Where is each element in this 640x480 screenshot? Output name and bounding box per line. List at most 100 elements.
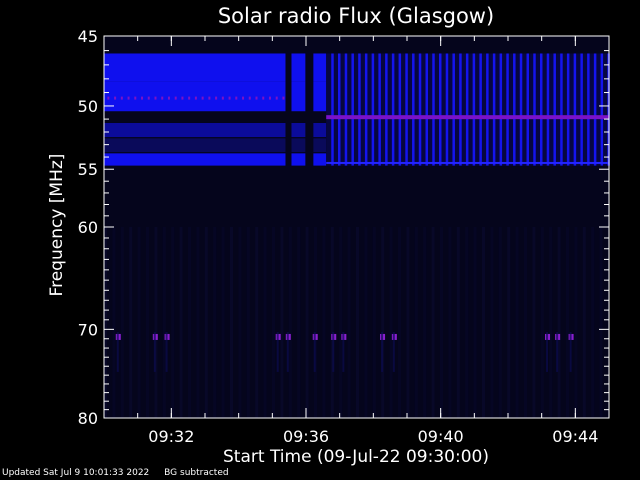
purple-dash xyxy=(242,96,245,100)
burst-line xyxy=(398,53,402,166)
x-tick-label: 09:44 xyxy=(552,427,598,446)
interference-band xyxy=(313,81,327,112)
burst-line xyxy=(344,53,348,166)
noise-stripe xyxy=(213,227,217,418)
purple-dash xyxy=(167,96,170,100)
noise-stripe xyxy=(339,227,343,418)
spike-shadow xyxy=(165,331,168,372)
noise-stripe xyxy=(582,227,586,418)
noise-stripe xyxy=(566,227,569,418)
purple-dash xyxy=(282,96,285,100)
noise-stripe xyxy=(431,227,435,418)
purple-dash xyxy=(161,96,164,100)
burst-line xyxy=(526,53,530,166)
spike-shadow xyxy=(313,331,316,372)
noise-stripe xyxy=(179,227,183,418)
purple-dash xyxy=(120,96,123,100)
burst-line xyxy=(546,53,550,166)
noise-stripe xyxy=(305,227,309,418)
noise-stripe xyxy=(171,227,175,418)
interference-band xyxy=(313,122,327,138)
purple-dash xyxy=(275,96,278,100)
noise-stripe xyxy=(188,227,191,418)
purple-dash xyxy=(235,96,238,100)
burst-line xyxy=(425,53,429,166)
x-tick-label: 09:40 xyxy=(418,427,464,446)
y-tick-label: 55 xyxy=(78,160,98,179)
purple-dash xyxy=(208,96,211,100)
y-tick-label: 50 xyxy=(78,97,98,116)
x-tick-label: 09:32 xyxy=(148,427,194,446)
purple-dash xyxy=(181,96,184,100)
noise-stripe xyxy=(381,227,385,418)
y-tick-label: 45 xyxy=(78,27,98,46)
noise-stripe xyxy=(330,227,334,418)
y-axis-label: Frequency [MHz] xyxy=(47,154,67,297)
noise-stripe xyxy=(272,227,275,418)
noise-stripe xyxy=(238,227,242,418)
burst-line xyxy=(560,53,563,166)
burst-line xyxy=(513,53,516,166)
purple-dash xyxy=(134,96,137,100)
burst-line xyxy=(593,53,597,166)
noise-stripe xyxy=(423,227,427,418)
noise-stripe xyxy=(372,227,376,418)
noise-stripe xyxy=(532,227,536,418)
burst-line xyxy=(465,53,469,166)
burst-line xyxy=(412,53,415,166)
interference-band xyxy=(291,81,306,112)
y-tick-label: 70 xyxy=(78,320,98,339)
spike-shadow xyxy=(332,331,335,372)
spike-shadow xyxy=(569,331,572,372)
burst-line xyxy=(573,53,577,166)
noise-stripe xyxy=(473,227,477,418)
burst-line xyxy=(405,53,408,166)
interference-band xyxy=(104,138,286,153)
noise-stripe xyxy=(490,227,494,418)
burst-line xyxy=(432,53,435,166)
spike-shadow xyxy=(286,331,289,372)
noise-stripe xyxy=(137,227,141,418)
interference-band xyxy=(313,153,327,166)
purple-dash xyxy=(228,96,231,100)
noise-stripe xyxy=(162,227,166,418)
noise-stripe xyxy=(599,227,603,418)
interference-band xyxy=(104,81,286,112)
burst-line xyxy=(539,53,543,166)
burst-line xyxy=(506,53,509,166)
purple-dash xyxy=(147,96,150,100)
spike-shadow xyxy=(276,331,279,372)
spike-shadow xyxy=(556,331,559,372)
updated-timestamp: Updated Sat Jul 9 10:01:33 2022 xyxy=(2,468,150,478)
burst-line xyxy=(438,53,442,166)
interference-band xyxy=(104,153,286,166)
noise-stripe xyxy=(255,227,259,418)
spike-shadow xyxy=(381,331,384,372)
noise-stripe xyxy=(482,227,485,418)
spike-shadow xyxy=(153,331,156,372)
purple-dash xyxy=(174,96,177,100)
burst-line xyxy=(472,53,476,166)
burst-line xyxy=(459,53,462,166)
noise-stripe xyxy=(440,227,443,418)
burst-line xyxy=(566,53,570,166)
noise-stripe xyxy=(406,227,410,418)
y-tick-label: 60 xyxy=(78,218,98,237)
noise-stripe xyxy=(263,227,267,418)
interference-band xyxy=(104,122,286,138)
purple-dash xyxy=(268,96,271,100)
burst-line xyxy=(486,53,489,166)
purple-dash xyxy=(107,96,110,100)
burst-line xyxy=(452,53,455,166)
noise-stripe xyxy=(574,227,578,418)
noise-stripe xyxy=(414,227,418,418)
noise-stripe xyxy=(112,227,116,418)
noise-stripe xyxy=(314,227,317,418)
burst-line xyxy=(499,53,503,166)
burst-line xyxy=(358,53,361,166)
burst-line xyxy=(553,53,556,166)
noise-stripe xyxy=(322,227,326,418)
burst-line xyxy=(391,53,395,166)
noise-stripe xyxy=(549,227,553,418)
burst-line xyxy=(479,53,482,166)
